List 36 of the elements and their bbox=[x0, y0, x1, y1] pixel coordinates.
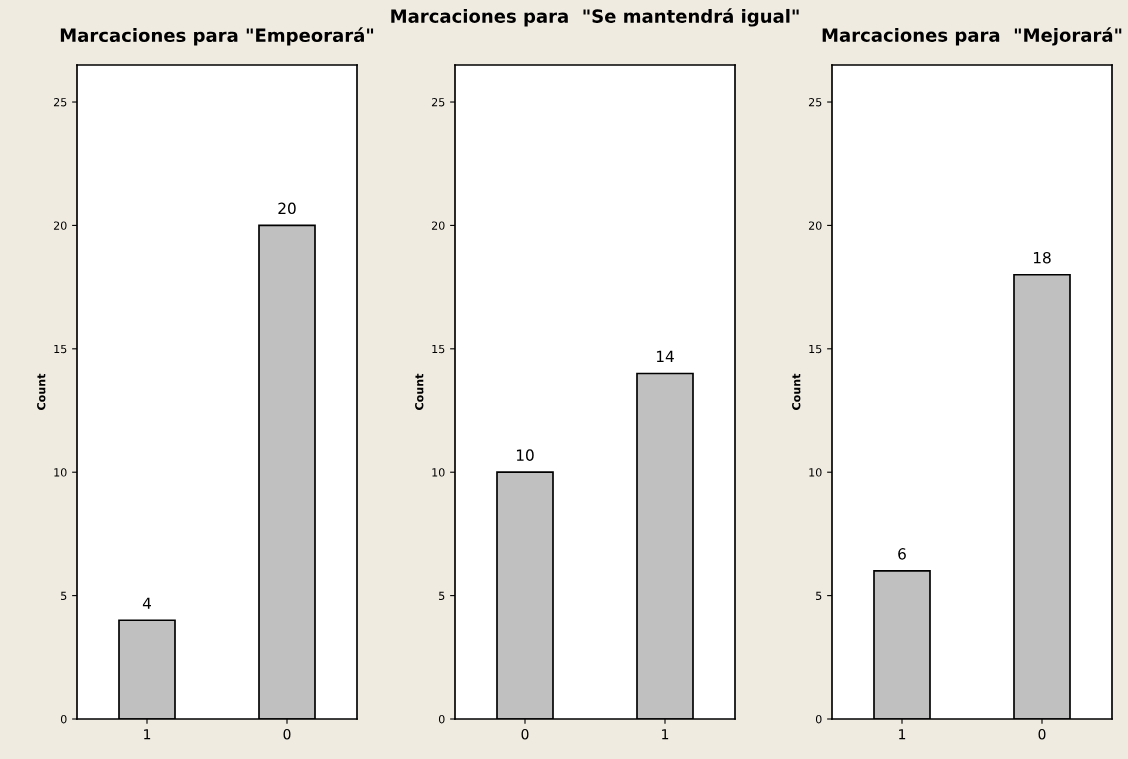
y-tick-label: 10 bbox=[54, 468, 67, 477]
y-tick-label: 20 bbox=[53, 221, 67, 230]
data-label: 6 bbox=[898, 548, 906, 560]
y-tick-label: 15 bbox=[432, 344, 445, 354]
y-tick-label: 15 bbox=[809, 344, 822, 354]
y-tick-label: 5 bbox=[439, 591, 445, 600]
x-tick-label: 1 bbox=[662, 729, 669, 740]
y-axis-title: Count bbox=[37, 373, 46, 410]
y-tick-label: 0 bbox=[815, 714, 822, 724]
y-tick-label: 0 bbox=[438, 714, 445, 724]
data-label: 20 bbox=[278, 202, 296, 215]
y-tick-label: 5 bbox=[61, 591, 67, 600]
chart-title: Marcaciones para "Se mantendrá igual" bbox=[391, 8, 799, 27]
y-axis-title: Count bbox=[792, 373, 801, 410]
data-label: 18 bbox=[1033, 251, 1051, 264]
data-label: 10 bbox=[516, 449, 534, 461]
data-label: 14 bbox=[656, 350, 674, 362]
y-tick-label: 25 bbox=[53, 97, 67, 107]
x-tick-label: 1 bbox=[899, 729, 906, 740]
y-tick-label: 15 bbox=[54, 344, 67, 354]
y-tick-label: 25 bbox=[431, 97, 445, 107]
x-tick-label: 0 bbox=[283, 728, 291, 740]
x-tick-label: 1 bbox=[144, 729, 151, 740]
y-tick-label: 10 bbox=[809, 468, 822, 477]
y-tick-label: 25 bbox=[808, 97, 822, 107]
y-axis-title: Count bbox=[415, 373, 424, 410]
y-tick-label: 5 bbox=[816, 591, 822, 600]
chart-title: Marcaciones para "Mejorará" bbox=[822, 27, 1122, 46]
x-tick-label: 0 bbox=[521, 728, 529, 740]
x-tick-label: 0 bbox=[1038, 728, 1046, 740]
data-label: 4 bbox=[142, 597, 151, 609]
y-tick-label: 0 bbox=[60, 714, 67, 724]
y-tick-label: 10 bbox=[432, 468, 445, 477]
chart-title: Marcaciones para "Empeorará" bbox=[60, 27, 374, 46]
y-tick-label: 20 bbox=[808, 221, 822, 230]
y-tick-label: 20 bbox=[431, 221, 445, 230]
